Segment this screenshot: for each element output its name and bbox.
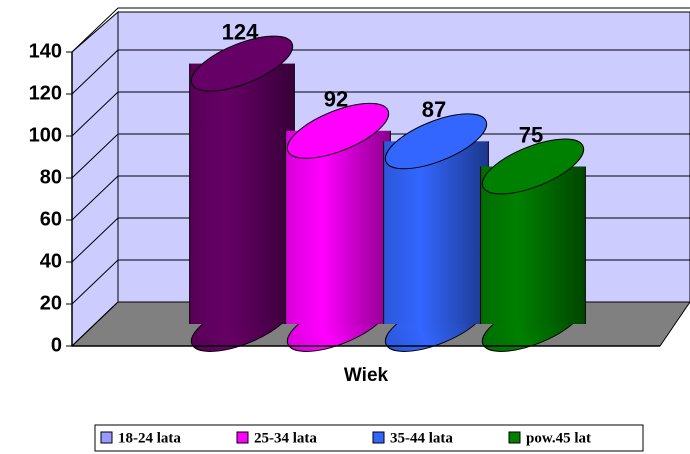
value-label: 92 [324,87,348,112]
grid-line [71,133,690,179]
y-tick-label: 0 [51,334,62,356]
bar-top [384,113,488,170]
value-label: 124 [222,19,259,44]
grid-line [71,91,690,137]
legend-swatch [236,431,249,444]
y-tick-label: 140 [29,40,62,62]
x-axis-label: Wiek [344,365,389,386]
cylinder [383,113,489,352]
bar-top [286,102,390,159]
value-label: 75 [519,122,543,147]
legend-swatch [372,431,385,444]
legend-label: pow.45 lat [526,430,591,446]
bar [383,141,489,324]
y-tick-label: 40 [40,250,62,272]
side-wall [71,10,119,348]
grid-line [71,7,690,53]
y-tick-label: 20 [40,292,62,314]
y-tick-label: 120 [29,82,62,104]
legend-swatch [508,431,521,444]
y-tick-label: 80 [40,166,62,188]
legend-label: 35-44 lata [390,430,453,446]
y-tick-label: 100 [29,124,62,146]
grid-line [71,49,690,95]
cylinder [285,102,391,352]
cylinder [189,35,295,352]
legend [94,424,644,452]
value-label: 87 [422,97,446,122]
bar [285,130,391,324]
legend-swatch [100,431,113,444]
legend-label: 18-24 lata [118,430,181,446]
bar-top [481,138,585,195]
bar [189,63,295,324]
bar-top [190,35,294,92]
legend-label: 25-34 lata [254,430,317,446]
cylinder [480,138,586,352]
y-tick-label: 60 [40,208,62,230]
